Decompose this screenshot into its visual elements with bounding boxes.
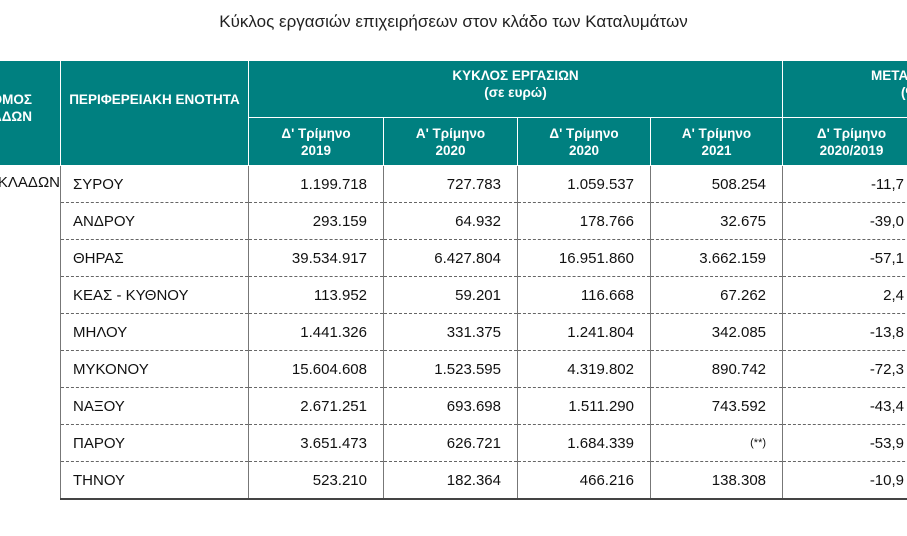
value-q1-2020: 727.783 xyxy=(383,165,518,203)
header-turnover-label: ΚΥΚΛΟΣ ΕΡΓΑΣΙΩΝ xyxy=(452,68,579,83)
value-change: 2,4 xyxy=(782,276,907,314)
table-row: ΜΥΚΟΝΟΥ 15.604.608 1.523.595 4.319.802 8… xyxy=(0,350,907,388)
value-q1-2021: 67.262 xyxy=(649,276,783,314)
value-q1-2021-footnote: (**) xyxy=(649,424,783,462)
value-q4-2019: 1.441.326 xyxy=(248,313,384,351)
table-row: ΑΝΔΡΟΥ 293.159 64.932 178.766 32.675 -39… xyxy=(0,202,907,240)
value-q1-2021: 890.742 xyxy=(649,350,783,388)
value-q1-2020: 6.427.804 xyxy=(383,239,518,277)
value-q1-2020: 59.201 xyxy=(383,276,518,314)
region-name: ΤΗΝΟΥ xyxy=(60,461,249,500)
value-q4-2020: 466.216 xyxy=(517,461,651,500)
header-period-q4-2019: Δ' Τρίμηνο 2019 xyxy=(248,117,384,166)
prefecture-cell: ΝΟΜΟΣ ΚΥΚΛΑΔΩΝ xyxy=(0,174,60,191)
header-change-label: ΜΕΤΑΒΟΛΗ xyxy=(871,68,907,83)
value-q4-2020: 4.319.802 xyxy=(517,350,651,388)
table-row: ΜΗΛΟΥ 1.441.326 331.375 1.241.804 342.08… xyxy=(0,313,907,351)
value-q4-2020: 116.668 xyxy=(517,276,651,314)
table-title: Κύκλος εργασιών επιχειρήσεων στον κλάδο … xyxy=(219,12,688,31)
region-name: ΘΗΡΑΣ xyxy=(60,239,249,277)
value-q4-2020: 1.241.804 xyxy=(517,313,651,351)
header-regional-unit: ΠΕΡΙΦΕΡΕΙΑΚΗ ΕΝΟΤΗΤΑ xyxy=(60,60,249,166)
table-row: ΠΑΡΟΥ 3.651.473 626.721 1.684.339 (**) -… xyxy=(0,424,907,462)
value-change: -13,8 xyxy=(782,313,907,351)
region-name: ΠΑΡΟΥ xyxy=(60,424,249,462)
value-q1-2020: 331.375 xyxy=(383,313,518,351)
value-change: -11,7 xyxy=(782,165,907,203)
header-period-q1-2021: Α' Τρίμηνο 2021 xyxy=(649,117,784,166)
value-q4-2019: 293.159 xyxy=(248,202,384,240)
value-change: -43,4 xyxy=(782,387,907,425)
value-q1-2021: 743.592 xyxy=(649,387,783,425)
value-q4-2019: 113.952 xyxy=(248,276,384,314)
header-turnover-group: ΚΥΚΛΟΣ ΕΡΓΑΣΙΩΝ (σε ευρώ) xyxy=(247,60,784,118)
header-turnover-unit: (σε ευρώ) xyxy=(484,85,547,100)
value-change: -39,0 xyxy=(782,202,907,240)
header-change-period: Δ' Τρίμηνο 2020/2019 xyxy=(782,117,907,166)
value-q1-2021: 138.308 xyxy=(649,461,783,500)
value-change: -57,1 xyxy=(782,239,907,277)
value-q4-2020: 1.684.339 xyxy=(517,424,651,462)
header-change-group: ΜΕΤΑΒΟΛΗ (%) xyxy=(782,60,907,118)
value-q4-2020: 16.951.860 xyxy=(517,239,651,277)
header-change-unit: (%) xyxy=(901,85,907,100)
turnover-table: ΝΟΜΟΣ ΚΥΚΛΑΔΩΝ ΠΕΡΙΦΕΡΕΙΑΚΗ ΕΝΟΤΗΤΑ ΚΥΚΛ… xyxy=(0,60,907,500)
value-q4-2019: 39.534.917 xyxy=(248,239,384,277)
value-change: -53,9 xyxy=(782,424,907,462)
header-period-q4-2020: Δ' Τρίμηνο 2020 xyxy=(517,117,651,166)
header-period-q1-2020: Α' Τρίμηνο 2020 xyxy=(383,117,518,166)
value-change: -72,3 xyxy=(782,350,907,388)
header-prefecture: ΝΟΜΟΣ ΚΥΚΛΑΔΩΝ xyxy=(0,60,61,166)
region-name: ΣΥΡΟΥ xyxy=(60,165,249,203)
value-q4-2019: 15.604.608 xyxy=(248,350,384,388)
value-q1-2020: 693.698 xyxy=(383,387,518,425)
table-row: ΝΑΞΟΥ 2.671.251 693.698 1.511.290 743.59… xyxy=(0,387,907,425)
value-q1-2021: 32.675 xyxy=(649,202,783,240)
value-q1-2020: 64.932 xyxy=(383,202,518,240)
value-q4-2020: 178.766 xyxy=(517,202,651,240)
table-row: ΝΟΜΟΣ ΚΥΚΛΑΔΩΝ ΣΥΡΟΥ 1.199.718 727.783 1… xyxy=(0,165,907,203)
value-q1-2020: 626.721 xyxy=(383,424,518,462)
value-q4-2019: 1.199.718 xyxy=(248,165,384,203)
region-name: ΜΗΛΟΥ xyxy=(60,313,249,351)
table-row: ΘΗΡΑΣ 39.534.917 6.427.804 16.951.860 3.… xyxy=(0,239,907,277)
region-name: ΜΥΚΟΝΟΥ xyxy=(60,350,249,388)
table-row: ΤΗΝΟΥ 523.210 182.364 466.216 138.308 -1… xyxy=(0,461,907,500)
value-q1-2021: 508.254 xyxy=(649,165,783,203)
value-q4-2019: 3.651.473 xyxy=(248,424,384,462)
value-q1-2021: 342.085 xyxy=(649,313,783,351)
value-q4-2020: 1.511.290 xyxy=(517,387,651,425)
value-q4-2019: 523.210 xyxy=(248,461,384,500)
turnover-table-container: ΝΟΜΟΣ ΚΥΚΛΑΔΩΝ ΠΕΡΙΦΕΡΕΙΑΚΗ ΕΝΟΤΗΤΑ ΚΥΚΛ… xyxy=(0,60,907,526)
value-q1-2020: 182.364 xyxy=(383,461,518,500)
value-q1-2020: 1.523.595 xyxy=(383,350,518,388)
value-q1-2021: 3.662.159 xyxy=(649,239,783,277)
value-q4-2020: 1.059.537 xyxy=(517,165,651,203)
region-name: ΝΑΞΟΥ xyxy=(60,387,249,425)
region-name: ΚΕΑΣ - ΚΥΘΝΟΥ xyxy=(60,276,249,314)
value-q4-2019: 2.671.251 xyxy=(248,387,384,425)
table-row: ΚΕΑΣ - ΚΥΘΝΟΥ 113.952 59.201 116.668 67.… xyxy=(0,276,907,314)
value-change: -10,9 xyxy=(782,461,907,500)
region-name: ΑΝΔΡΟΥ xyxy=(60,202,249,240)
